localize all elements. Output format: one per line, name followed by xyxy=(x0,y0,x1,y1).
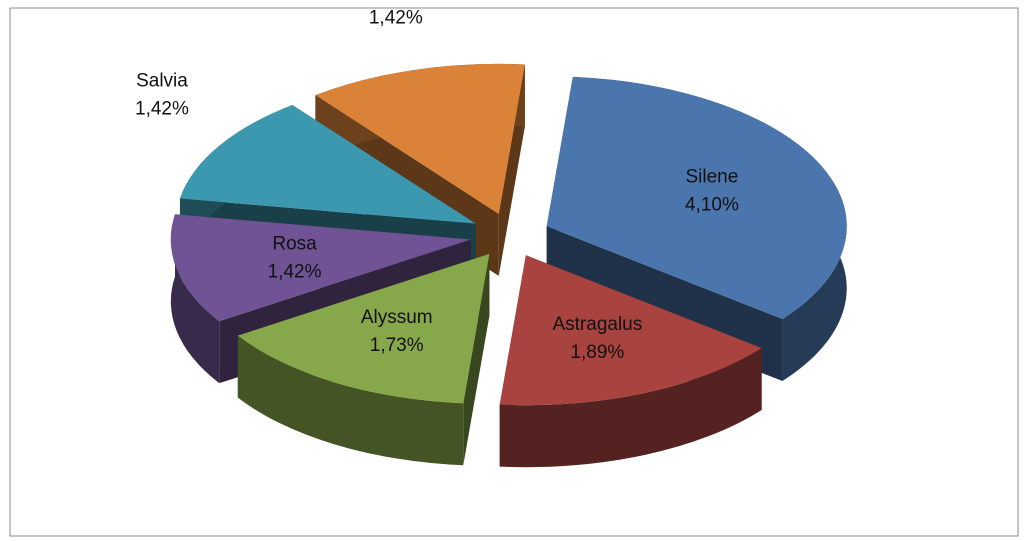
value-label: 1,42% xyxy=(268,262,322,283)
slice-label: Salvia xyxy=(136,70,188,91)
slice-wall xyxy=(237,335,464,466)
slice-top xyxy=(499,255,762,406)
slice-top xyxy=(170,214,471,322)
slice-top xyxy=(237,253,490,404)
slice-top xyxy=(546,76,847,320)
slice-wall xyxy=(499,347,762,468)
slice-label: Astragalus xyxy=(552,314,642,335)
value-label: 1,89% xyxy=(570,342,624,363)
value-label: 1,73% xyxy=(370,335,424,356)
slice-top xyxy=(179,104,476,224)
value-label: 4,10% xyxy=(685,195,739,216)
value-label: 1,42% xyxy=(369,7,423,28)
slice-label: Rosa xyxy=(272,234,317,255)
slice-top xyxy=(315,63,525,214)
slice-label: Alyssum xyxy=(361,307,433,328)
slice xyxy=(499,255,762,468)
value-label: 1,42% xyxy=(135,98,189,119)
slice-wall xyxy=(170,214,220,384)
slice-label: Silene xyxy=(685,167,738,188)
slice xyxy=(237,253,490,466)
